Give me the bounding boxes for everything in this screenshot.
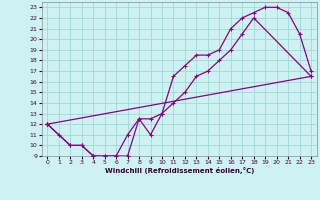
X-axis label: Windchill (Refroidissement éolien,°C): Windchill (Refroidissement éolien,°C) bbox=[105, 167, 254, 174]
